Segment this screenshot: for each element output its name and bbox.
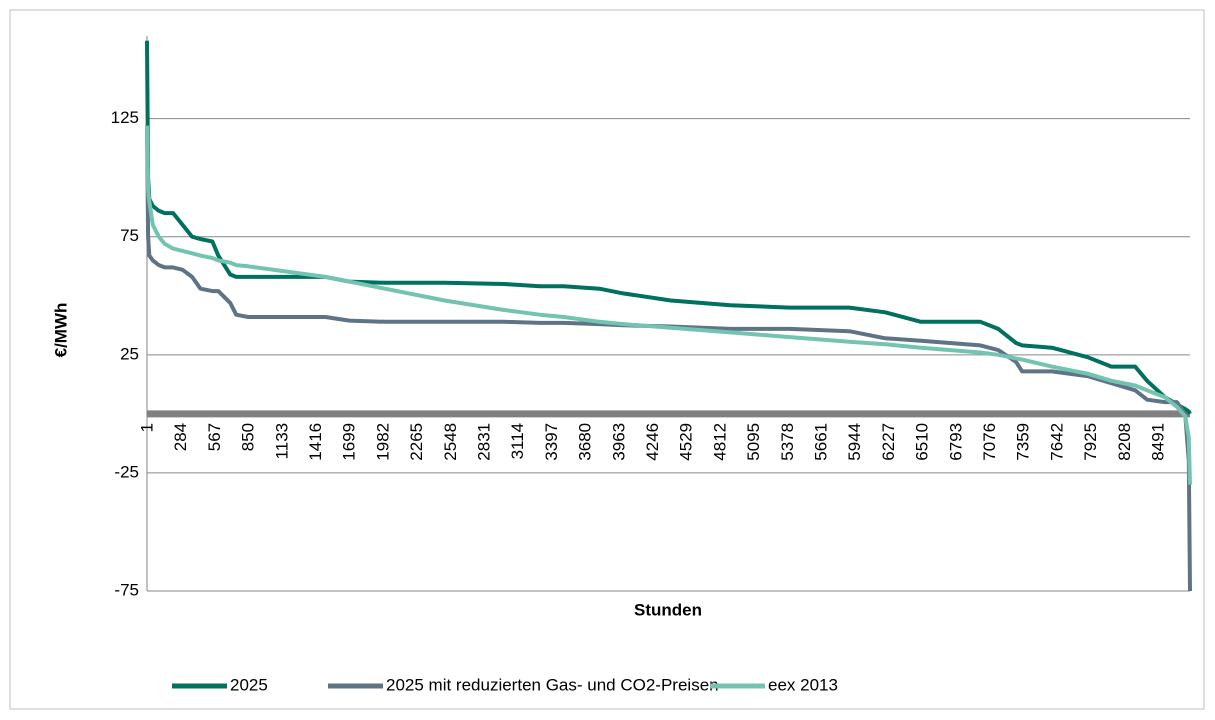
x-tick-label: 3114 (508, 423, 527, 460)
y-tick-label: 25 (120, 344, 139, 363)
x-tick-label: 4529 (677, 423, 696, 461)
legend-label: 2025 (230, 675, 268, 694)
y-axis-label: €/MWh (51, 303, 70, 358)
x-axis-label: Stunden (634, 600, 702, 619)
legend-label: 2025 mit reduzierten Gas- und CO2-Preise… (386, 675, 719, 694)
x-tick-label: 3963 (609, 423, 628, 461)
x-tick-label: 1 (137, 423, 156, 432)
x-tick-label: 8208 (1115, 423, 1134, 461)
x-tick-label: 1982 (373, 423, 392, 461)
x-tick-label: 2831 (474, 423, 493, 461)
x-tick-label: 1699 (340, 423, 359, 461)
y-tick-label: -75 (114, 580, 139, 599)
x-tick-label: 2265 (407, 423, 426, 461)
legend-label: eex 2013 (768, 675, 838, 694)
x-tick-label: 3397 (542, 423, 561, 461)
x-tick-label: 3680 (576, 423, 595, 461)
chart-border (9, 9, 1205, 710)
x-tick-label: 1416 (306, 423, 325, 461)
x-tick-label: 6510 (913, 423, 932, 461)
x-tick-label: 4246 (643, 423, 662, 461)
x-tick-label: 5661 (811, 423, 830, 461)
x-tick-label: 2548 (441, 423, 460, 461)
x-tick-label: 8491 (1148, 423, 1167, 461)
x-tick-label: 5944 (845, 423, 864, 461)
x-tick-label: 1133 (272, 423, 291, 460)
y-tick-label: -25 (114, 462, 139, 481)
x-tick-label: 567 (205, 423, 224, 451)
x-tick-label: 6227 (879, 423, 898, 461)
y-tick-label: 125 (111, 108, 139, 127)
series-line (145, 40, 1192, 415)
x-tick-label: 6793 (946, 423, 965, 461)
x-tick-label: 850 (239, 423, 258, 451)
x-tick-label: 7076 (980, 423, 999, 461)
x-tick-label: 284 (171, 423, 190, 451)
x-tick-label: 7359 (1014, 423, 1033, 461)
x-tick-label: 4812 (710, 423, 729, 461)
y-tick-label: 75 (120, 226, 139, 245)
x-tick-label: 5378 (778, 423, 797, 461)
series-line (145, 125, 1192, 485)
x-tick-label: 5095 (744, 423, 763, 461)
x-tick-label: 7925 (1081, 423, 1100, 461)
series-line (145, 125, 1192, 592)
x-tick-label: 7642 (1047, 423, 1066, 461)
